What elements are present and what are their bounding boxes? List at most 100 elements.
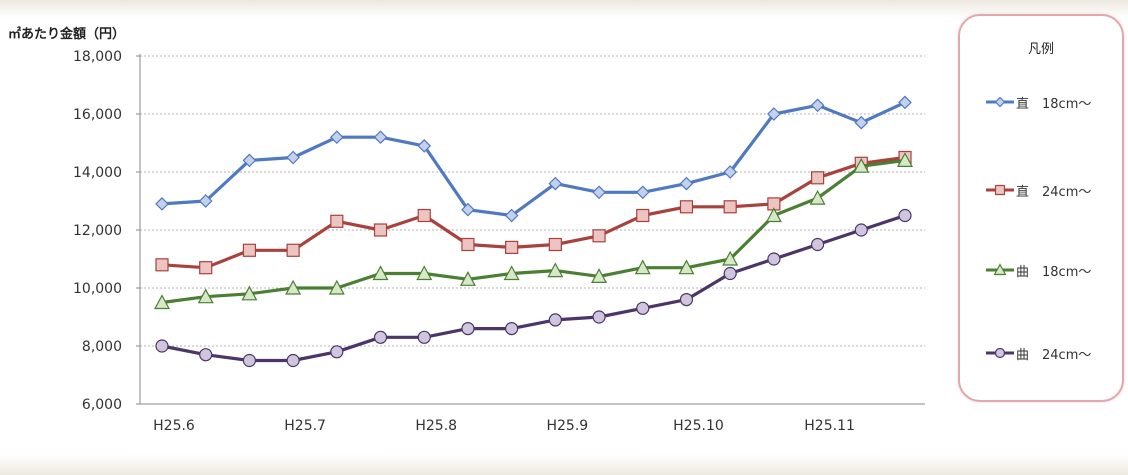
- gridlines: [140, 55, 925, 347]
- legend-label: 直 18cm～: [1016, 96, 1092, 112]
- data-point: [809, 189, 826, 205]
- data-point: [416, 265, 433, 281]
- data-point: [723, 266, 737, 281]
- data-point: [155, 197, 169, 211]
- data-point: [330, 345, 344, 359]
- data-point: [373, 223, 388, 237]
- legend-item: 直 24cm～: [986, 180, 1091, 200]
- data-point: [810, 171, 825, 185]
- data-point: [328, 279, 345, 295]
- data-point: [286, 150, 300, 165]
- legend-marker: [986, 263, 1014, 276]
- legend-item: 直 18cm～: [986, 92, 1091, 112]
- data-point: [592, 310, 606, 324]
- series-line: [161, 100, 906, 218]
- legend: 凡例 直 18cm～ 直 24cm～ 曲 18cm～ 曲 24cm～: [958, 14, 1124, 402]
- data-point: [994, 347, 1006, 359]
- legend-label: 曲 18cm～: [1016, 264, 1092, 280]
- series-2: [155, 150, 912, 275]
- data-point: [993, 263, 1007, 276]
- data-point: [636, 208, 650, 223]
- data-point: [505, 322, 519, 336]
- data-point: [199, 348, 213, 362]
- y-tick-label: 8,000: [82, 339, 122, 355]
- data-point: [898, 208, 912, 223]
- y-tick-label: 10,000: [73, 281, 122, 297]
- y-tick-label: 16,000: [73, 107, 122, 123]
- data-point: [765, 207, 782, 223]
- data-point: [678, 259, 695, 275]
- data-point: [242, 243, 257, 257]
- data-point: [242, 353, 257, 368]
- data-point: [636, 301, 650, 315]
- data-point: [591, 268, 608, 283]
- x-tick-label: H25.7: [284, 418, 326, 434]
- y-axis-title: ㎡あたり金額（円）: [8, 26, 125, 42]
- legend-marker: [986, 184, 1014, 196]
- data-point: [373, 130, 388, 145]
- legend-marker: [986, 96, 1014, 108]
- data-point: [896, 152, 914, 167]
- data-point: [459, 271, 476, 286]
- x-tick-label: H25.10: [673, 418, 724, 434]
- data-point: [155, 258, 169, 272]
- data-point: [853, 157, 870, 173]
- axes: [136, 54, 925, 405]
- y-tick-label: 18,000: [73, 49, 122, 65]
- data-point: [994, 96, 1006, 108]
- data-point: [592, 229, 606, 243]
- x-tick-label: H25.11: [804, 418, 855, 434]
- data-point: [898, 95, 912, 110]
- data-point: [994, 184, 1006, 196]
- series-line: [161, 213, 906, 363]
- x-tick-label: H25.9: [547, 418, 589, 434]
- legend-item: 曲 18cm～: [986, 260, 1091, 280]
- data-point: [286, 243, 300, 257]
- data-point: [723, 200, 737, 214]
- data-point: [417, 208, 431, 223]
- legend-label: 直 24cm～: [1016, 184, 1092, 200]
- data-point: [548, 237, 562, 252]
- data-point: [679, 176, 694, 191]
- data-point: [198, 194, 213, 208]
- x-tick-label: H25.8: [415, 418, 457, 434]
- data-point: [461, 237, 475, 252]
- data-point: [767, 107, 781, 121]
- data-point: [285, 279, 302, 295]
- data-point: [417, 139, 432, 153]
- data-point: [417, 330, 431, 344]
- data-point: [372, 265, 389, 281]
- legend-title: 凡例: [1027, 42, 1054, 57]
- data-point: [592, 185, 606, 200]
- data-point: [461, 202, 475, 217]
- y-tick-label: 12,000: [73, 223, 122, 239]
- data-point: [242, 153, 257, 168]
- data-point: [153, 294, 171, 310]
- data-point: [722, 250, 739, 266]
- series-line: [161, 158, 906, 305]
- data-point: [286, 353, 300, 368]
- legend-item: 曲 24cm～: [986, 343, 1091, 363]
- data-point: [723, 165, 738, 179]
- series-3: [153, 152, 914, 310]
- data-point: [373, 330, 388, 344]
- data-point: [854, 223, 868, 237]
- y-tick-labels: 6,000 8,000 10,000 12,000 14,000 16,000 18,000: [73, 49, 122, 413]
- data-point: [548, 313, 562, 327]
- data-point: [155, 339, 169, 353]
- data-point: [330, 214, 344, 228]
- data-point: [547, 262, 564, 278]
- series-1: [155, 95, 912, 223]
- series-lines: [153, 95, 914, 368]
- x-tick-labels: H25.6 H25.7 H25.8 H25.9 H25.10 H25.11: [153, 418, 855, 434]
- data-point: [197, 288, 214, 304]
- data-point: [767, 252, 781, 266]
- data-point: [810, 98, 825, 113]
- data-point: [810, 237, 825, 252]
- y-tick-label: 14,000: [73, 165, 122, 181]
- data-point: [504, 208, 519, 223]
- data-point: [679, 293, 694, 307]
- legend-label: 曲 24cm～: [1016, 347, 1092, 363]
